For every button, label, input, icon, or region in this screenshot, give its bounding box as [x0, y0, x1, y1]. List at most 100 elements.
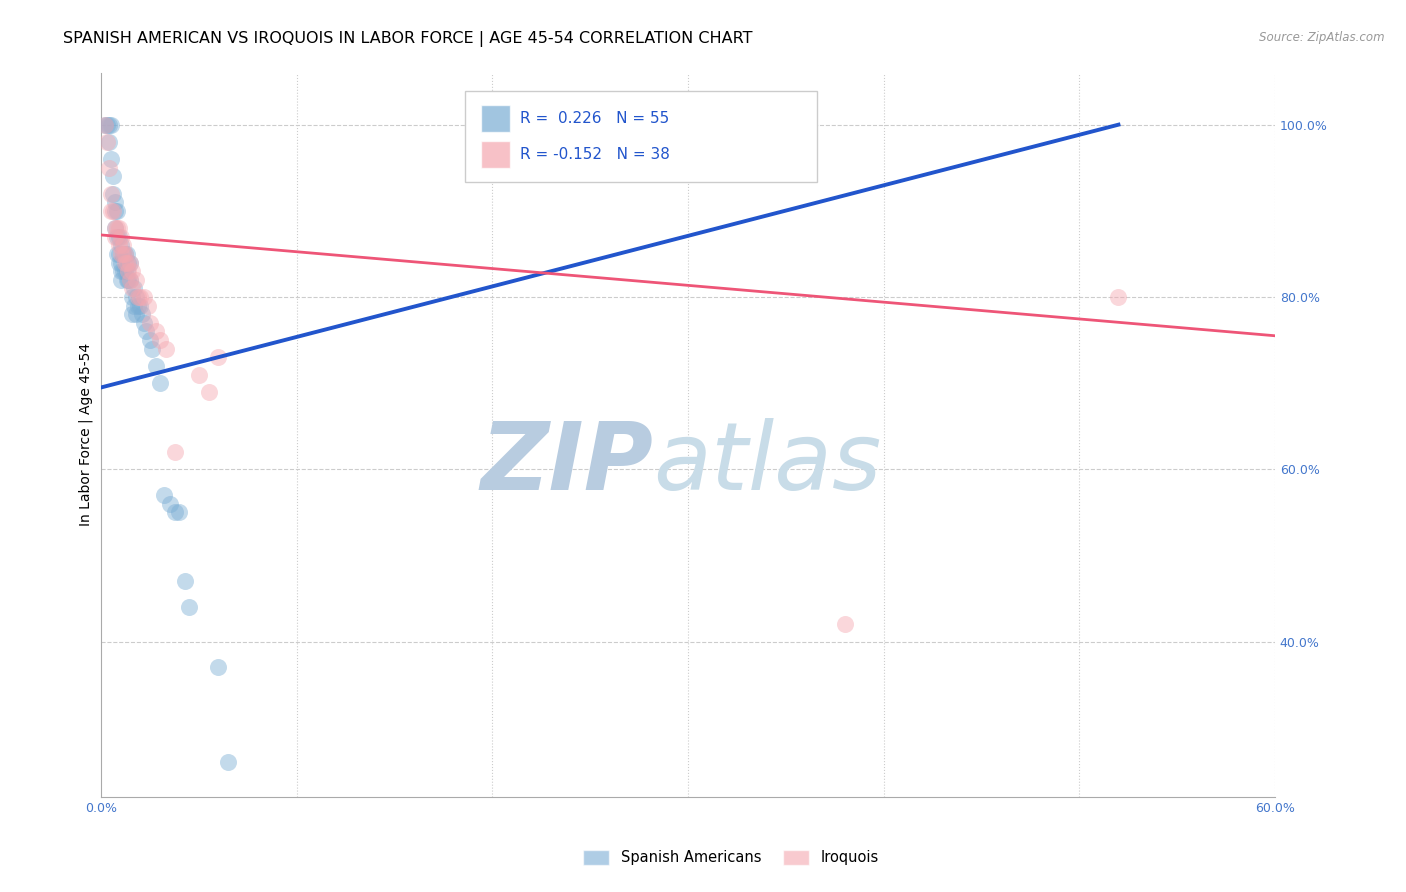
- Point: [107, 247, 129, 261]
- Point: [110, 264, 132, 278]
- Point: [105, 229, 128, 244]
- Point: [134, 316, 156, 330]
- Point: [169, 505, 191, 519]
- FancyBboxPatch shape: [481, 141, 509, 168]
- Point: [139, 333, 162, 347]
- Point: [101, 186, 124, 201]
- Point: [97, 118, 120, 132]
- Point: [179, 600, 201, 615]
- Point: [114, 255, 136, 269]
- Point: [120, 273, 142, 287]
- Point: [104, 221, 127, 235]
- Point: [115, 273, 138, 287]
- Point: [121, 281, 143, 295]
- Point: [97, 135, 120, 149]
- Point: [101, 169, 124, 184]
- Point: [117, 255, 139, 269]
- Point: [134, 290, 156, 304]
- Point: [107, 229, 129, 244]
- Point: [100, 118, 122, 132]
- FancyBboxPatch shape: [481, 105, 509, 132]
- Point: [114, 247, 136, 261]
- Point: [127, 299, 149, 313]
- Point: [159, 497, 181, 511]
- Point: [104, 203, 127, 218]
- Point: [120, 255, 142, 269]
- Point: [100, 186, 122, 201]
- Legend: Spanish Americans, Iroquois: Spanish Americans, Iroquois: [576, 844, 886, 871]
- Point: [124, 281, 146, 295]
- Point: [125, 307, 148, 321]
- Point: [149, 333, 172, 347]
- Text: Source: ZipAtlas.com: Source: ZipAtlas.com: [1260, 31, 1385, 45]
- Point: [107, 221, 129, 235]
- Point: [111, 247, 134, 261]
- Point: [152, 488, 174, 502]
- Point: [104, 195, 127, 210]
- Point: [107, 255, 129, 269]
- Point: [105, 247, 128, 261]
- Point: [97, 161, 120, 175]
- Text: ZIP: ZIP: [479, 417, 652, 510]
- Point: [115, 247, 138, 261]
- Point: [120, 255, 142, 269]
- Point: [110, 247, 132, 261]
- Point: [111, 238, 134, 252]
- Point: [120, 273, 142, 287]
- Point: [115, 264, 138, 278]
- Point: [94, 118, 117, 132]
- Point: [207, 351, 229, 365]
- Point: [110, 255, 132, 269]
- Point: [121, 290, 143, 304]
- Text: SPANISH AMERICAN VS IROQUOIS IN LABOR FORCE | AGE 45-54 CORRELATION CHART: SPANISH AMERICAN VS IROQUOIS IN LABOR FO…: [63, 31, 752, 47]
- Point: [125, 273, 148, 287]
- Point: [111, 264, 134, 278]
- Point: [110, 229, 132, 244]
- Point: [96, 118, 118, 132]
- Point: [145, 325, 167, 339]
- Point: [1108, 290, 1130, 304]
- Point: [105, 203, 128, 218]
- Point: [217, 756, 239, 770]
- Point: [136, 299, 159, 313]
- Point: [100, 203, 122, 218]
- Point: [105, 221, 128, 235]
- Text: R =  0.226   N = 55: R = 0.226 N = 55: [520, 112, 669, 126]
- Text: R = -0.152   N = 38: R = -0.152 N = 38: [520, 147, 671, 162]
- Point: [135, 325, 157, 339]
- Point: [111, 247, 134, 261]
- Point: [174, 574, 197, 589]
- Point: [115, 255, 138, 269]
- Text: atlas: atlas: [652, 418, 882, 509]
- Point: [104, 221, 127, 235]
- Point: [100, 152, 122, 166]
- Point: [834, 617, 856, 632]
- Point: [121, 307, 143, 321]
- Point: [110, 238, 132, 252]
- Point: [114, 264, 136, 278]
- Point: [110, 273, 132, 287]
- Point: [129, 290, 152, 304]
- Point: [197, 384, 219, 399]
- Point: [131, 307, 153, 321]
- Point: [104, 229, 127, 244]
- Point: [165, 505, 187, 519]
- Point: [107, 238, 129, 252]
- Point: [145, 359, 167, 373]
- Point: [155, 342, 177, 356]
- Point: [96, 135, 118, 149]
- Point: [124, 299, 146, 313]
- Point: [141, 342, 163, 356]
- Point: [114, 247, 136, 261]
- Point: [94, 118, 117, 132]
- Point: [117, 273, 139, 287]
- FancyBboxPatch shape: [465, 91, 817, 182]
- Point: [187, 368, 209, 382]
- Point: [121, 264, 143, 278]
- Point: [101, 203, 124, 218]
- Y-axis label: In Labor Force | Age 45-54: In Labor Force | Age 45-54: [79, 343, 93, 526]
- Point: [165, 445, 187, 459]
- Point: [149, 376, 172, 391]
- Point: [117, 264, 139, 278]
- Point: [129, 299, 152, 313]
